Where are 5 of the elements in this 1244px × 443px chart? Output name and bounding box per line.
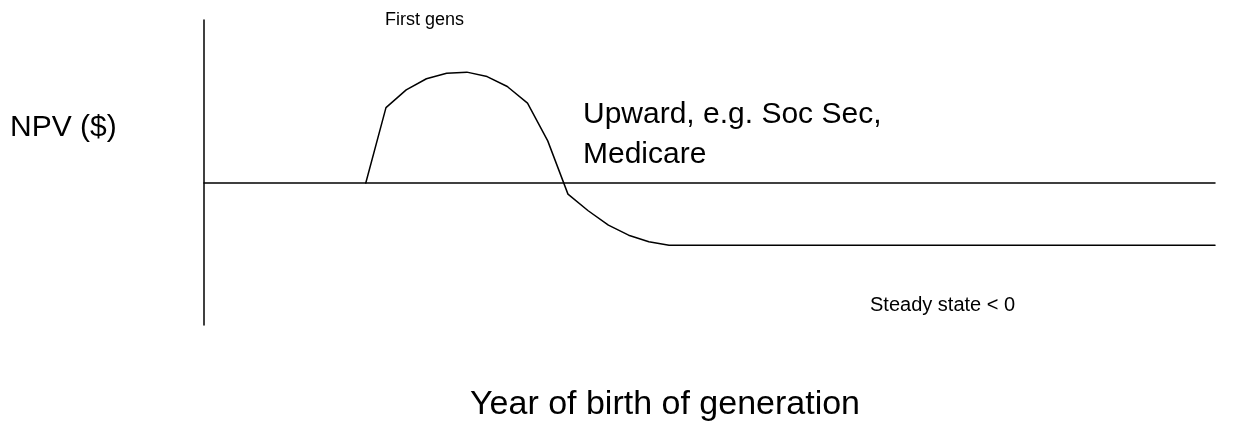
annotation: Upward, e.g. Soc Sec, Medicare <box>583 95 882 169</box>
text: First gens <box>385 9 465 29</box>
x-axis-title: Year of birth of generation <box>470 383 861 421</box>
y-axis-title: NPV ($) <box>10 108 117 142</box>
text: Steady state < 0 <box>870 293 1016 315</box>
